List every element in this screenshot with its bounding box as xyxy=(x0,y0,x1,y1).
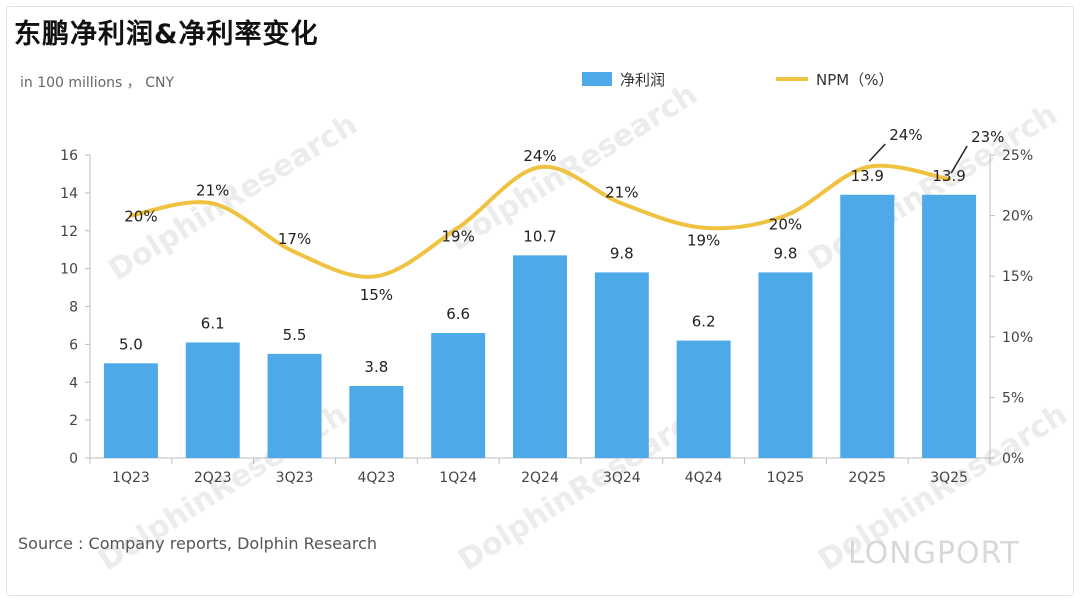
bar xyxy=(185,342,240,458)
source-note: Source : Company reports, Dolphin Resear… xyxy=(18,534,378,553)
x-tick-label: 1Q23 xyxy=(112,470,150,486)
npm-leader-line xyxy=(950,145,968,174)
y-left-tick-label: 8 xyxy=(69,300,78,316)
x-tick-label: 3Q23 xyxy=(276,470,314,486)
bar xyxy=(513,255,567,458)
y-left-tick-label: 10 xyxy=(60,262,78,278)
x-tick-label: 3Q25 xyxy=(930,470,968,486)
y-left-tick-label: 12 xyxy=(60,224,78,240)
chart-title: 东鹏净利润&净利率变化 xyxy=(14,19,319,50)
x-tick-label: 4Q23 xyxy=(357,470,395,486)
bar-data-label: 9.8 xyxy=(774,244,798,262)
y-left-tick-label: 6 xyxy=(69,337,78,353)
bar xyxy=(676,340,731,458)
y-right-tick-label: 10% xyxy=(1002,330,1033,346)
x-tick-label: 2Q23 xyxy=(194,470,232,486)
bar xyxy=(840,194,895,459)
bar xyxy=(922,194,977,459)
brand-logo: LONGPORT xyxy=(848,536,1020,571)
npm-data-label: 20% xyxy=(124,208,157,226)
npm-data-label: 15% xyxy=(360,286,393,304)
unit-note: in 100 millions ， CNY xyxy=(20,75,175,91)
y-right-tick-label: 5% xyxy=(1002,390,1024,406)
bar xyxy=(349,386,404,458)
bar-data-label: 6.2 xyxy=(692,313,716,331)
chart-frame xyxy=(6,6,1074,596)
bar-data-label: 5.0 xyxy=(119,335,143,353)
x-tick-label: 2Q25 xyxy=(848,470,886,486)
bar xyxy=(431,333,486,458)
legend-label: NPM（%） xyxy=(816,71,893,89)
bar xyxy=(267,353,322,458)
bar xyxy=(594,272,649,458)
npm-data-label: 24% xyxy=(889,126,922,144)
y-left-tick-label: 2 xyxy=(69,413,78,429)
x-tick-label: 2Q24 xyxy=(521,470,559,486)
npm-line xyxy=(128,163,952,279)
npm-data-label: 21% xyxy=(196,181,229,199)
bar-data-label: 6.6 xyxy=(446,305,470,323)
npm-data-label: 21% xyxy=(605,183,638,201)
y-right-tick-label: 25% xyxy=(1002,148,1033,164)
y-right-tick-label: 0% xyxy=(1002,451,1024,467)
npm-leader-line xyxy=(868,143,886,162)
y-left-tick-label: 0 xyxy=(69,451,78,467)
x-tick-label: 4Q24 xyxy=(685,470,723,486)
npm-data-label: 20% xyxy=(769,216,802,234)
npm-data-label: 23% xyxy=(971,128,1004,146)
bar-data-label: 9.8 xyxy=(610,244,634,262)
npm-data-label: 24% xyxy=(523,147,556,165)
bar-data-label: 5.5 xyxy=(283,326,307,344)
bar-data-label: 13.9 xyxy=(932,167,965,185)
legend-swatch-bar xyxy=(582,72,612,86)
y-left-tick-label: 14 xyxy=(60,186,78,202)
bar-data-label: 13.9 xyxy=(851,167,884,185)
y-right-tick-label: 15% xyxy=(1002,269,1033,285)
y-left-tick-label: 16 xyxy=(60,148,78,164)
npm-data-label: 17% xyxy=(278,230,311,248)
x-tick-label: 1Q25 xyxy=(767,470,805,486)
npm-data-label: 19% xyxy=(687,232,720,250)
bar-data-label: 6.1 xyxy=(201,314,225,332)
x-tick-label: 1Q24 xyxy=(439,470,477,486)
x-tick-label: 3Q24 xyxy=(603,470,641,486)
npm-data-label: 19% xyxy=(442,228,475,246)
y-right-tick-label: 20% xyxy=(1002,209,1033,225)
legend-label: 净利润 xyxy=(620,71,665,89)
bar xyxy=(758,272,813,458)
y-left-tick-label: 4 xyxy=(69,375,78,391)
bar xyxy=(103,363,158,458)
bar-data-label: 3.8 xyxy=(364,358,388,376)
bar-data-label: 10.7 xyxy=(523,227,556,245)
